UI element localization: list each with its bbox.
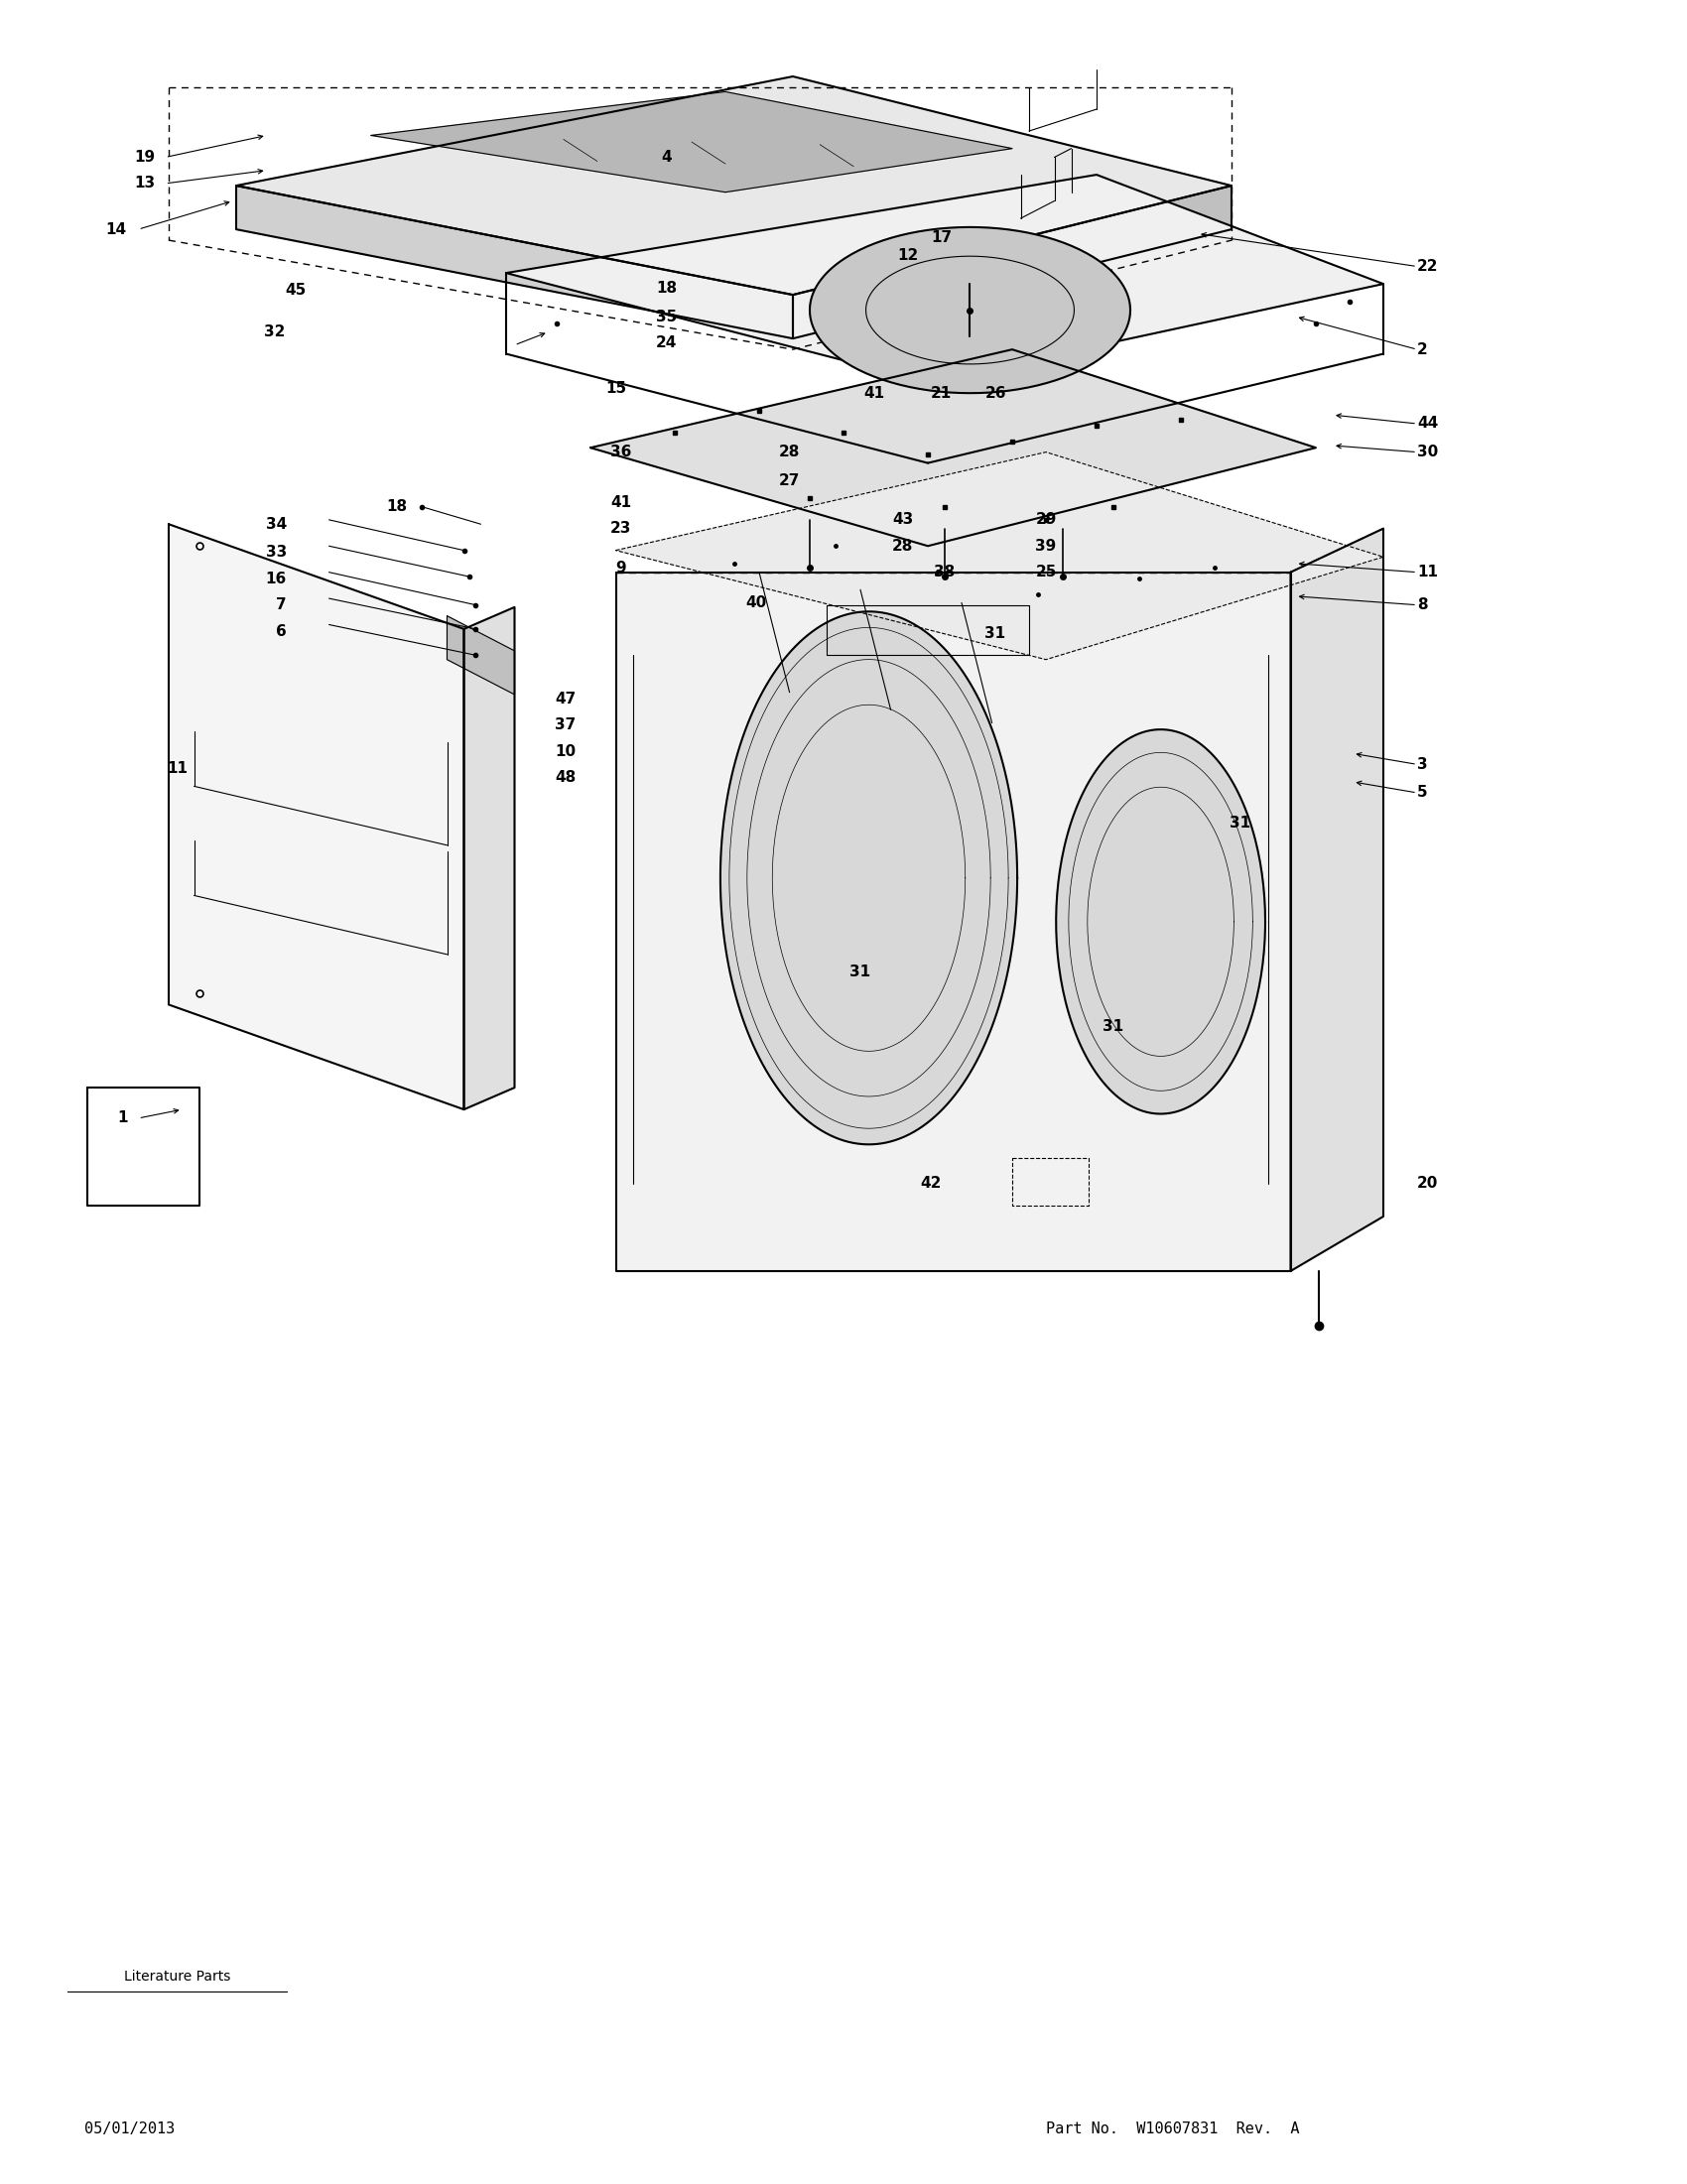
- Text: 4: 4: [661, 151, 671, 164]
- Text: 2: 2: [1417, 343, 1427, 356]
- Text: 19: 19: [135, 151, 155, 164]
- Text: 3: 3: [1417, 758, 1427, 771]
- Polygon shape: [506, 175, 1383, 382]
- Text: 28: 28: [779, 446, 800, 459]
- Text: 10: 10: [555, 745, 575, 758]
- Text: 12: 12: [897, 249, 918, 262]
- Polygon shape: [720, 612, 1017, 1144]
- Text: 13: 13: [135, 177, 155, 190]
- Text: 11: 11: [1417, 566, 1437, 579]
- Text: 35: 35: [656, 310, 676, 323]
- Text: 14: 14: [106, 223, 127, 236]
- Text: 40: 40: [746, 596, 766, 609]
- Text: 5: 5: [1417, 786, 1427, 799]
- Text: 16: 16: [265, 572, 287, 585]
- Text: 45: 45: [285, 284, 305, 297]
- Polygon shape: [236, 186, 793, 339]
- Polygon shape: [236, 76, 1232, 295]
- Text: 25: 25: [1036, 566, 1056, 579]
- Text: 20: 20: [1417, 1177, 1439, 1190]
- Text: 18: 18: [656, 282, 676, 295]
- Text: 48: 48: [555, 771, 575, 784]
- Text: 34: 34: [265, 518, 287, 531]
- Text: 31: 31: [985, 627, 1005, 640]
- Text: 41: 41: [864, 387, 884, 400]
- Text: 33: 33: [265, 546, 287, 559]
- Text: 30: 30: [1417, 446, 1437, 459]
- Text: 21: 21: [931, 387, 951, 400]
- Polygon shape: [793, 186, 1232, 339]
- Text: 17: 17: [931, 232, 951, 245]
- Polygon shape: [169, 524, 464, 1109]
- Text: 11: 11: [167, 762, 187, 775]
- Text: 9: 9: [616, 561, 626, 574]
- Text: Part No.  W10607831  Rev.  A: Part No. W10607831 Rev. A: [1046, 2121, 1299, 2136]
- Polygon shape: [464, 607, 515, 1109]
- Text: 18: 18: [386, 500, 407, 513]
- Text: 36: 36: [611, 446, 631, 459]
- Text: 37: 37: [555, 719, 575, 732]
- Polygon shape: [616, 452, 1383, 660]
- Text: 44: 44: [1417, 417, 1437, 430]
- Text: 41: 41: [611, 496, 631, 509]
- Text: 32: 32: [265, 325, 285, 339]
- Text: 7: 7: [277, 598, 287, 612]
- Polygon shape: [371, 92, 1012, 192]
- Text: 38: 38: [935, 566, 955, 579]
- Text: 31: 31: [1103, 1020, 1124, 1033]
- Text: 29: 29: [1036, 513, 1056, 526]
- Polygon shape: [1291, 529, 1383, 1271]
- Polygon shape: [590, 349, 1316, 546]
- Polygon shape: [616, 572, 1291, 1271]
- Text: 47: 47: [555, 692, 575, 705]
- Text: 43: 43: [892, 513, 913, 526]
- Polygon shape: [447, 616, 515, 695]
- Text: 42: 42: [919, 1177, 941, 1190]
- Text: 39: 39: [1036, 539, 1056, 553]
- Text: 31: 31: [1230, 817, 1250, 830]
- Text: 23: 23: [611, 522, 631, 535]
- Text: 1: 1: [118, 1112, 128, 1125]
- Text: 05/01/2013: 05/01/2013: [84, 2121, 175, 2136]
- Text: 28: 28: [892, 539, 913, 553]
- Text: Literature Parts: Literature Parts: [123, 1970, 231, 1983]
- Polygon shape: [1056, 729, 1265, 1114]
- Text: 8: 8: [1417, 598, 1427, 612]
- Text: 22: 22: [1417, 260, 1439, 273]
- Text: 24: 24: [656, 336, 676, 349]
- Text: 31: 31: [850, 965, 870, 978]
- Text: 26: 26: [985, 387, 1005, 400]
- Polygon shape: [810, 227, 1130, 393]
- Text: 15: 15: [606, 382, 626, 395]
- Text: 27: 27: [779, 474, 800, 487]
- Text: 6: 6: [277, 625, 287, 638]
